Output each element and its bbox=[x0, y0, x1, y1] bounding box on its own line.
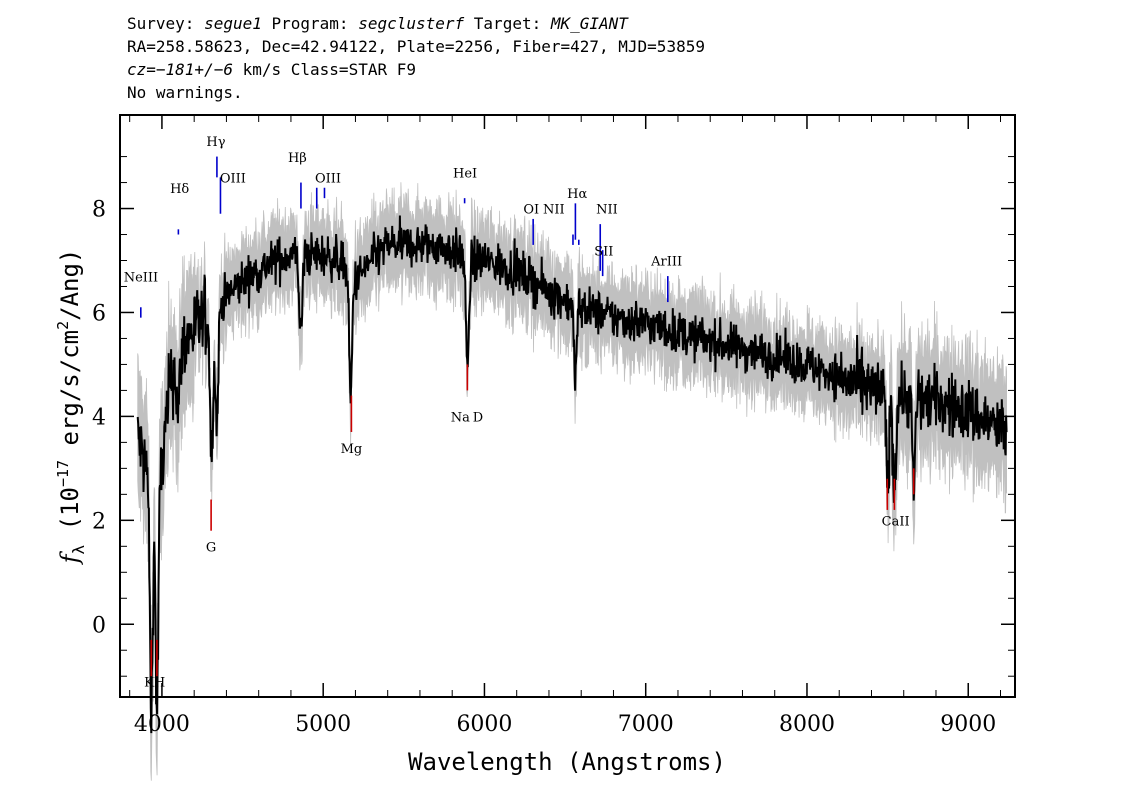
emission-line-label: NII bbox=[596, 203, 618, 218]
emission-line-label: Hβ bbox=[288, 151, 307, 166]
y-tick-label: 2 bbox=[92, 509, 106, 534]
spectral-line-markers bbox=[140, 156, 915, 677]
emission-line-label: Hδ bbox=[170, 182, 189, 197]
y-title-b: erg/s/cm bbox=[56, 330, 84, 460]
y-tick-label: 0 bbox=[92, 613, 106, 638]
emission-line-label: SII bbox=[594, 244, 613, 259]
x-axis-title: Wavelength (Angstroms) bbox=[408, 748, 726, 776]
emission-line-label: Hα bbox=[567, 187, 587, 202]
x-tick-label: 7000 bbox=[618, 712, 674, 737]
emission-line-label: OIII bbox=[220, 172, 246, 187]
cz-value: cz=−181+/−6 bbox=[127, 60, 233, 79]
x-tick-label: 6000 bbox=[456, 712, 512, 737]
absorption-line-label: D bbox=[473, 411, 483, 426]
header-line-redshift: cz=−181+/−6 km/s Class=STAR F9 bbox=[127, 58, 705, 81]
header-line-coordinates: RA=258.58623, Dec=42.94122, Plate=2256, … bbox=[127, 37, 705, 56]
emission-line-label: NeIII bbox=[124, 270, 158, 285]
absorption-line-label: H bbox=[154, 676, 165, 691]
absorption-line-label: G bbox=[206, 541, 216, 556]
absorption-line-label: Mg bbox=[341, 442, 363, 457]
absorption-line-label: Na bbox=[451, 411, 470, 426]
emission-line-label: Hγ bbox=[206, 135, 225, 150]
y-title-lambda: λ bbox=[69, 544, 88, 554]
emission-line-label: HeI bbox=[453, 166, 477, 181]
survey-value: segue1 bbox=[204, 14, 262, 33]
survey-label: Survey: bbox=[127, 14, 205, 33]
y-tick-label: 4 bbox=[92, 405, 106, 430]
y-axis-title: fλ (10−17 erg/s/cm2/Ang) bbox=[54, 249, 88, 566]
absorption-line-label: K bbox=[144, 676, 154, 691]
flux-line bbox=[136, 215, 1008, 734]
y-title-exp: −17 bbox=[54, 460, 72, 487]
x-tick-label: 5000 bbox=[295, 712, 351, 737]
y-title-c: /Ang) bbox=[56, 249, 84, 321]
emission-line-label: OI bbox=[523, 203, 539, 218]
x-tick-label: 4000 bbox=[134, 712, 190, 737]
y-title-a: (10 bbox=[56, 487, 84, 545]
y-title-exp2: 2 bbox=[54, 321, 72, 330]
y-tick-label: 6 bbox=[92, 301, 106, 326]
program-value: segclusterf bbox=[358, 14, 465, 33]
target-label: Target: bbox=[464, 14, 551, 33]
flux-series bbox=[136, 215, 1008, 734]
x-tick-label: 9000 bbox=[940, 712, 996, 737]
axis-ticks: 4000 5000 6000 7000 8000 9000 0 2 4 6 8 bbox=[92, 115, 1015, 737]
class-value: km/s Class=STAR F9 bbox=[232, 60, 416, 79]
absorption-line-label: CaII bbox=[882, 515, 910, 530]
header-line-warnings: No warnings. bbox=[127, 83, 243, 102]
program-label: Program: bbox=[261, 14, 359, 33]
emission-line-label: NII bbox=[543, 203, 565, 218]
target-value: MK_GIANT bbox=[550, 14, 628, 33]
header-line-survey: Survey: segue1 Program: segclusterf Targ… bbox=[127, 12, 705, 35]
spectrum-header: Survey: segue1 Program: segclusterf Targ… bbox=[127, 12, 705, 104]
y-tick-label: 8 bbox=[92, 198, 106, 223]
emission-line-label: OIII bbox=[315, 172, 341, 187]
x-tick-label: 8000 bbox=[779, 712, 835, 737]
emission-line-label: ArIII bbox=[650, 255, 682, 270]
plot-frame bbox=[119, 114, 1016, 698]
